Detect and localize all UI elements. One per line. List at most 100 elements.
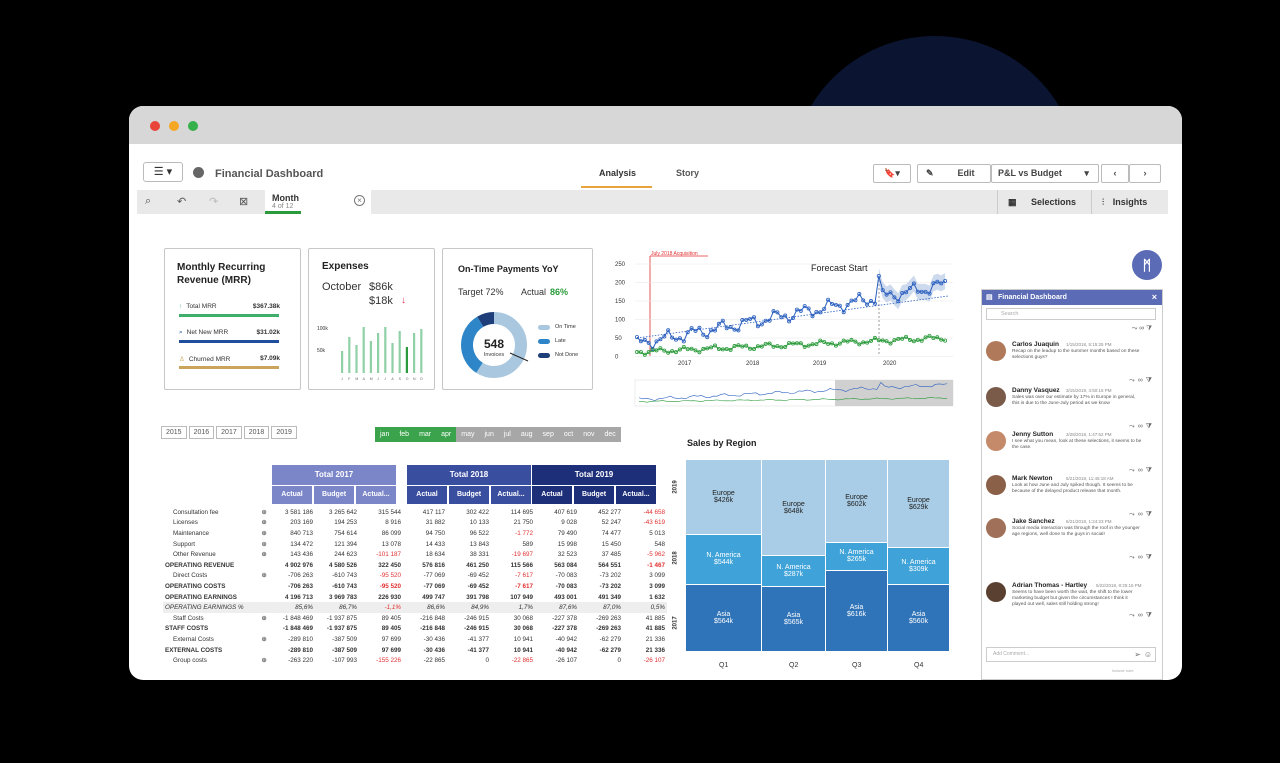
month-filter-item[interactable]: jan bbox=[375, 427, 395, 442]
pl-row[interactable]: OPERATING COSTS -706 263 -610 743 -95 520 -7… bbox=[163, 581, 667, 592]
month-filter-item[interactable]: jul bbox=[498, 427, 516, 442]
filter-icon[interactable]: ⧩ bbox=[1145, 612, 1152, 619]
mekko-cell[interactable]: Europe $602k bbox=[826, 460, 888, 543]
link-icon[interactable]: ∞ bbox=[1137, 554, 1143, 561]
pl-group-header[interactable]: Total 2018 bbox=[407, 465, 531, 485]
month-filter-item[interactable]: feb bbox=[394, 427, 415, 442]
pl-group-header[interactable]: Total 2019 bbox=[532, 465, 656, 485]
mekko-cell[interactable]: Asia $565k bbox=[762, 586, 826, 652]
send-icon[interactable]: ➢ bbox=[1134, 650, 1141, 659]
mekko-cell[interactable]: N. America $287k bbox=[762, 556, 826, 587]
pl-sub-header[interactable]: Actual... bbox=[616, 486, 656, 504]
expand-icon[interactable]: ⊕ bbox=[261, 572, 267, 580]
logo-badge-icon[interactable]: ᛗ bbox=[1132, 250, 1162, 280]
edit-button[interactable]: ✎ Edit bbox=[917, 164, 991, 183]
month-selection-chip[interactable]: Month 4 of 12 × bbox=[265, 190, 371, 214]
mekko-cell[interactable]: Europe $629k bbox=[888, 460, 950, 549]
share-icon[interactable]: ⤳ bbox=[1129, 612, 1135, 619]
step-forward-icon[interactable]: ↷ bbox=[209, 196, 219, 208]
pl-group-header[interactable]: Total 2017 bbox=[272, 465, 396, 485]
pl-row[interactable]: Licenses ⊕ 203 169 194 253 8 916 31 882 10 133… bbox=[163, 518, 667, 529]
pl-row[interactable]: Staff Costs ⊕ -1 848 469 -1 937 875 89 405 -2… bbox=[163, 613, 667, 624]
share-icon[interactable]: ⤳ bbox=[1129, 511, 1135, 518]
year-filter-item[interactable]: 2019 bbox=[271, 426, 297, 439]
mekko-cell[interactable]: Europe $648k bbox=[762, 460, 826, 556]
year-filter-item[interactable]: 2016 bbox=[188, 426, 215, 439]
tab-analysis[interactable]: Analysis bbox=[599, 168, 637, 178]
filter-icon[interactable]: ⧩ bbox=[1145, 423, 1152, 430]
add-comment-input[interactable]: Add Comment... ➢ ☺ bbox=[986, 647, 1156, 662]
expand-icon[interactable]: ⊕ bbox=[261, 614, 267, 622]
mekko-cell[interactable]: N. America $265k bbox=[826, 542, 888, 572]
close-window-button[interactable] bbox=[150, 121, 160, 131]
pl-row[interactable]: Maintenance ⊕ 840 713 754 614 86 099 94 750 96… bbox=[163, 528, 667, 539]
pl-row[interactable]: OPERATING EARNINGS % 85,6% 86,7% -1,1% 86,6%… bbox=[163, 602, 667, 613]
pl-sub-header[interactable]: Actual bbox=[407, 486, 447, 504]
ontime-kpi-card[interactable]: On-Time Payments YoY Target 72% Actual 8… bbox=[442, 248, 593, 390]
range-selector-window[interactable] bbox=[835, 380, 953, 406]
expand-icon[interactable]: ⊕ bbox=[261, 519, 267, 527]
pl-row[interactable]: Other Revenue ⊕ 143 436 244 623 -101 187 18 6… bbox=[163, 549, 667, 560]
month-filter-item[interactable]: oct bbox=[558, 427, 579, 442]
mekko-cell[interactable]: Europe $426k bbox=[686, 460, 762, 535]
comments-search-input[interactable]: Search bbox=[986, 308, 1156, 320]
clear-chip-icon[interactable]: × bbox=[354, 195, 365, 206]
pl-row[interactable]: STAFF COSTS -1 848 469 -1 937 875 89 405 -21… bbox=[163, 624, 667, 635]
minimize-window-button[interactable] bbox=[169, 121, 179, 131]
link-icon[interactable]: ∞ bbox=[1137, 423, 1143, 430]
year-filter-item[interactable]: 2017 bbox=[216, 426, 242, 439]
mekko-cell[interactable]: Asia $564k bbox=[686, 584, 762, 652]
pl-sub-header[interactable]: Actual... bbox=[356, 486, 396, 504]
expand-icon[interactable]: ⊕ bbox=[261, 508, 267, 516]
filter-icon[interactable]: ⧩ bbox=[1145, 511, 1152, 518]
emoji-icon[interactable]: ☺ bbox=[1143, 650, 1152, 659]
bookmark-button[interactable]: 🔖▾ bbox=[873, 164, 911, 183]
previous-sheet-button[interactable]: ‹ bbox=[1101, 164, 1129, 183]
link-icon[interactable]: ∞ bbox=[1137, 377, 1143, 384]
clear-selections-icon[interactable]: ⊠ bbox=[239, 196, 249, 208]
month-filter-item[interactable]: apr bbox=[436, 427, 457, 442]
pl-sub-header[interactable]: Budget bbox=[574, 486, 614, 504]
month-filter-item[interactable]: dec bbox=[599, 427, 621, 442]
mekko-cell[interactable]: N. America $544k bbox=[686, 534, 762, 585]
filter-icon[interactable]: ⧩ bbox=[1145, 377, 1152, 384]
year-filter-item[interactable]: 2018 bbox=[243, 426, 270, 439]
filter-icon[interactable]: ⧩ bbox=[1145, 467, 1152, 474]
share-icon[interactable]: ⤳ bbox=[1129, 377, 1135, 384]
mekko-cell[interactable]: Asia $560k bbox=[888, 584, 950, 652]
share-icon[interactable]: ⤳ bbox=[1129, 467, 1135, 474]
filter-icon[interactable]: ⧩ bbox=[1145, 554, 1152, 561]
expand-icon[interactable]: ⊕ bbox=[261, 540, 267, 548]
pl-sub-header[interactable]: Actual bbox=[272, 486, 312, 504]
smart-search-icon[interactable]: ⌕ bbox=[145, 195, 152, 207]
pl-sub-header[interactable]: Actual... bbox=[491, 486, 531, 504]
pl-row[interactable]: OPERATING REVENUE 4 902 976 4 580 526 322 4… bbox=[163, 560, 667, 571]
month-filter-item[interactable]: sep bbox=[537, 427, 559, 442]
link-icon[interactable]: ∞ bbox=[1137, 467, 1143, 474]
mekko-cell[interactable]: N. America $309k bbox=[888, 548, 950, 585]
month-filter-item[interactable]: jun bbox=[479, 427, 499, 442]
step-back-icon[interactable]: ↶ bbox=[177, 196, 187, 208]
pl-row[interactable]: Support ⊕ 134 472 121 394 13 078 14 433 13 843… bbox=[163, 539, 667, 550]
close-panel-icon[interactable]: × bbox=[1151, 292, 1157, 302]
pl-row[interactable]: Group costs ⊕ -263 220 -107 993 -155 226 -22 … bbox=[163, 655, 667, 666]
expenses-kpi-card[interactable]: Expenses October $86k $18k ↓ 100k 50k J F M A… bbox=[308, 248, 435, 390]
pl-sub-header[interactable]: Budget bbox=[449, 486, 489, 504]
selections-button[interactable]: ▦ Selections bbox=[997, 190, 1087, 214]
month-filter-item[interactable]: may bbox=[456, 427, 480, 442]
sheet-selector[interactable]: P&L vs Budget ▾ bbox=[991, 164, 1099, 183]
month-filter-item[interactable]: nov bbox=[578, 427, 600, 442]
expand-icon[interactable]: ⊕ bbox=[261, 635, 267, 643]
pl-sub-header[interactable]: Budget bbox=[314, 486, 354, 504]
next-sheet-button[interactable]: › bbox=[1129, 164, 1161, 183]
pl-row[interactable]: Consultation fee ⊕ 3 581 186 3 265 642 315 5… bbox=[163, 507, 667, 518]
month-filter-item[interactable]: mar bbox=[414, 427, 437, 442]
trend-line-chart[interactable]: July 2018 Acquisition Forecast Start 250… bbox=[613, 246, 958, 411]
pl-row[interactable]: External Costs ⊕ -289 810 -387 509 97 699 -30… bbox=[163, 634, 667, 645]
pl-row[interactable]: Direct Costs ⊕ -706 263 -610 743 -95 520 -77 … bbox=[163, 571, 667, 582]
expand-icon[interactable]: ⊕ bbox=[261, 551, 267, 559]
maximize-window-button[interactable] bbox=[188, 121, 198, 131]
insights-button[interactable]: ⫶ Insights bbox=[1091, 190, 1168, 214]
mekko-cell[interactable]: Asia $616k bbox=[826, 571, 888, 652]
mrr-kpi-card[interactable]: Monthly Recurring Revenue (MRR) ↑ Total M… bbox=[164, 248, 301, 390]
